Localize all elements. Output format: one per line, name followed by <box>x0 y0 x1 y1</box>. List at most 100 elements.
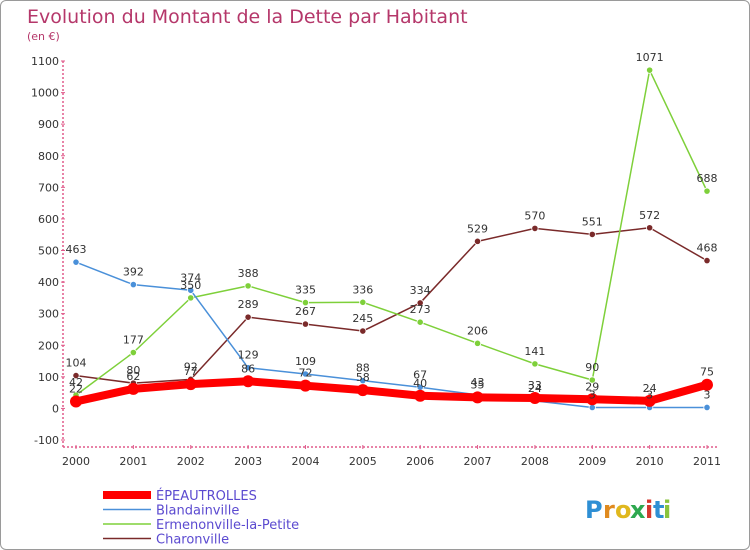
data-point <box>646 224 654 232</box>
data-label: 572 <box>639 209 660 222</box>
y-tick-label: 500 <box>38 245 59 258</box>
data-label: 289 <box>238 298 259 311</box>
data-label: 206 <box>467 324 488 337</box>
data-label: 129 <box>238 349 259 362</box>
x-tick-label: 2000 <box>62 455 90 468</box>
data-label: 688 <box>697 172 718 185</box>
data-point <box>70 395 82 408</box>
chart-title: Evolution du Montant de la Dette par Hab… <box>27 6 468 28</box>
data-point <box>588 376 596 384</box>
y-tick-label: 900 <box>38 118 59 131</box>
y-tick-label: 1000 <box>31 87 59 100</box>
data-label: 551 <box>582 215 603 228</box>
data-point <box>473 339 482 347</box>
data-label: 92 <box>184 360 198 373</box>
series-line-0 <box>72 377 711 406</box>
data-point <box>359 377 367 385</box>
data-label: 350 <box>180 279 201 292</box>
data-label: 35 <box>471 378 485 391</box>
data-point <box>531 224 539 232</box>
logo-letter: i <box>663 496 671 524</box>
logo-letter: P <box>585 496 603 524</box>
legend-label: Ermenonville-la-Petite <box>156 518 299 533</box>
y-tick-label: 700 <box>38 181 59 194</box>
data-label: 273 <box>410 303 431 316</box>
data-label: 177 <box>123 334 144 347</box>
data-point <box>127 382 140 395</box>
data-point <box>473 237 482 245</box>
data-point <box>301 320 310 328</box>
data-point <box>528 391 541 404</box>
x-tick-label: 2010 <box>636 455 664 468</box>
x-tick-label: 2008 <box>521 455 549 468</box>
data-label: 58 <box>356 371 370 384</box>
data-point <box>416 299 424 307</box>
data-point <box>359 327 367 335</box>
data-point <box>184 378 197 391</box>
data-label: 570 <box>524 209 545 222</box>
data-label: 388 <box>238 267 259 280</box>
data-label: 3 <box>646 388 653 401</box>
data-point <box>129 281 137 289</box>
data-label: 109 <box>295 355 316 368</box>
data-label: 75 <box>700 366 714 379</box>
data-point <box>187 286 195 294</box>
data-point <box>703 187 711 195</box>
legend-label: Charonville <box>156 533 229 548</box>
data-label: 90 <box>585 361 599 374</box>
data-label: 33 <box>528 379 542 392</box>
series-lines <box>72 69 711 409</box>
data-point <box>356 384 369 397</box>
x-tick-label: 2003 <box>234 455 262 468</box>
data-label: 3 <box>704 388 711 401</box>
legend-label: ÉPEAUTROLLES <box>156 488 257 504</box>
data-label: 267 <box>295 305 316 318</box>
data-label: 40 <box>413 377 427 390</box>
data-point <box>72 258 80 266</box>
x-tick-label: 2001 <box>119 455 147 468</box>
data-point <box>299 379 312 392</box>
legend: ÉPEAUTROLLESBlandainvilleErmenonville-la… <box>103 488 299 548</box>
x-tick-label: 2005 <box>349 455 377 468</box>
data-point <box>244 313 252 321</box>
data-label: 88 <box>356 362 370 375</box>
data-label: 245 <box>352 312 373 325</box>
data-labels: 104 80 92 289 267 245 334 529 570 551 572 468 42 177 3… <box>66 51 718 401</box>
data-point <box>129 348 137 357</box>
data-label: 67 <box>413 368 427 381</box>
y-tick-label: 1100 <box>31 55 59 68</box>
data-label: 3 <box>589 388 596 401</box>
y-tick-label: 400 <box>38 276 59 289</box>
chart-unit: (en €) <box>27 30 60 43</box>
data-label: 141 <box>524 345 545 358</box>
data-label: 86 <box>241 362 255 375</box>
x-tick-label: 2002 <box>177 455 205 468</box>
data-label: 374 <box>180 271 201 284</box>
data-point <box>703 257 711 265</box>
data-point <box>301 299 310 307</box>
data-label: 24 <box>528 382 542 395</box>
y-tick-label: 600 <box>38 213 59 226</box>
data-label: 334 <box>410 284 431 297</box>
series-line-1 <box>75 261 708 409</box>
y-tick-label: 300 <box>38 308 59 321</box>
data-point <box>244 282 252 290</box>
data-label: 392 <box>123 266 144 279</box>
data-point <box>244 364 252 372</box>
data-label: 42 <box>69 376 83 389</box>
series-line-2 <box>75 69 708 396</box>
data-label: 1071 <box>636 51 664 64</box>
data-point <box>359 298 367 306</box>
series-points <box>70 66 713 412</box>
x-tick-label: 2007 <box>464 455 492 468</box>
data-label: 24 <box>643 382 657 395</box>
logo-letter: i <box>645 496 653 524</box>
data-point <box>301 370 310 378</box>
x-tick-label: 2011 <box>693 455 721 468</box>
data-label: 77 <box>184 365 198 378</box>
data-point <box>416 318 424 326</box>
data-point <box>187 294 195 302</box>
data-label: 104 <box>66 357 87 370</box>
